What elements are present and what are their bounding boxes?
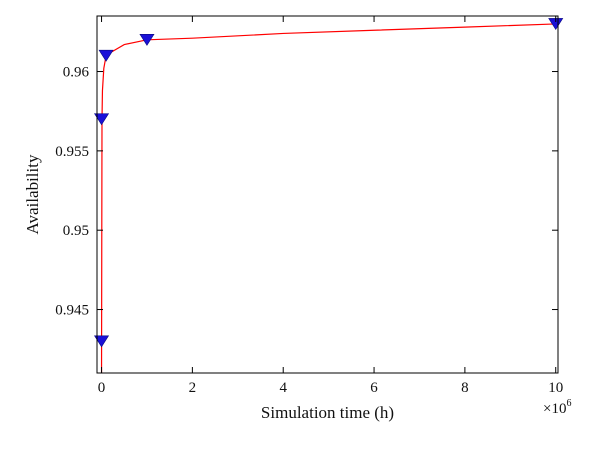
x-tick-label: 6 [370,380,378,396]
plot-frame [96,15,559,374]
series-line [100,23,556,373]
y-tick-label: 0.96 [63,65,90,81]
data-point-marker [93,335,110,348]
x-axis-multiplier: ×106 [543,398,571,417]
axes-layer: 0 2 4 6 8 10 0.945 0.95 0.955 0.96 [55,16,563,396]
x-tick-label: 0 [98,380,106,396]
y-axis-label: Availability [23,154,42,234]
x-tick-label: 8 [461,380,469,396]
x-tick-label: 2 [189,380,197,396]
data-point-marker [98,49,114,62]
data-point-marker [93,113,110,126]
x-axis-multiplier-exponent: 6 [566,398,571,409]
y-tick-label: 0.95 [63,223,89,239]
x-tick-label: 10 [548,380,563,396]
x-axis-label: Simulation time (h) [261,403,394,422]
data-point-marker [139,33,155,46]
y-tick-label: 0.945 [55,303,89,319]
x-tick-label: 4 [279,380,287,396]
y-tick-label: 0.955 [55,144,89,160]
plot-layer [93,18,564,373]
x-axis-multiplier-base: ×10 [543,401,566,417]
